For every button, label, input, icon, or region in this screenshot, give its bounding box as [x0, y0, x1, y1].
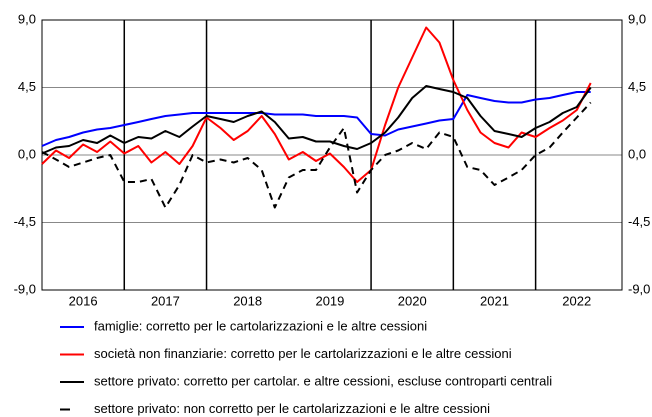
legend-label: famiglie: corretto per le cartolarizzazi…	[94, 318, 427, 333]
y-tick-label: -4,5	[14, 214, 36, 229]
series-line	[41, 101, 592, 209]
y2-tick-label: 4,5	[628, 79, 646, 94]
x-tick-label: 2019	[315, 293, 344, 308]
x-tick-label: 2022	[562, 293, 591, 308]
y2-tick-label: 0,0	[628, 146, 646, 161]
x-tick-label: 2018	[233, 293, 262, 308]
y-tick-label: 0,0	[18, 146, 36, 161]
y-tick-label: 4,5	[18, 79, 36, 94]
x-tick-label: 2021	[480, 293, 509, 308]
series-line	[41, 85, 592, 155]
plot-frame	[41, 19, 623, 291]
y2-tick-label: -4,5	[628, 214, 650, 229]
y-tick-label: 9,0	[18, 11, 36, 26]
y2-tick-label: -9,0	[628, 281, 650, 296]
y-tick-label: -9,0	[14, 281, 36, 296]
legend-label: settore privato: non corretto per le car…	[94, 401, 490, 416]
x-tick-label: 2020	[398, 293, 427, 308]
legend-label: settore privato: corretto per cartolar. …	[94, 373, 552, 388]
series-line	[41, 91, 591, 147]
y2-tick-label: 9,0	[628, 11, 646, 26]
x-tick-label: 2017	[151, 293, 180, 308]
x-tick-label: 2016	[69, 293, 98, 308]
legend-label: società non finanziarie: corretto per le…	[94, 346, 512, 361]
series-line	[41, 26, 592, 183]
